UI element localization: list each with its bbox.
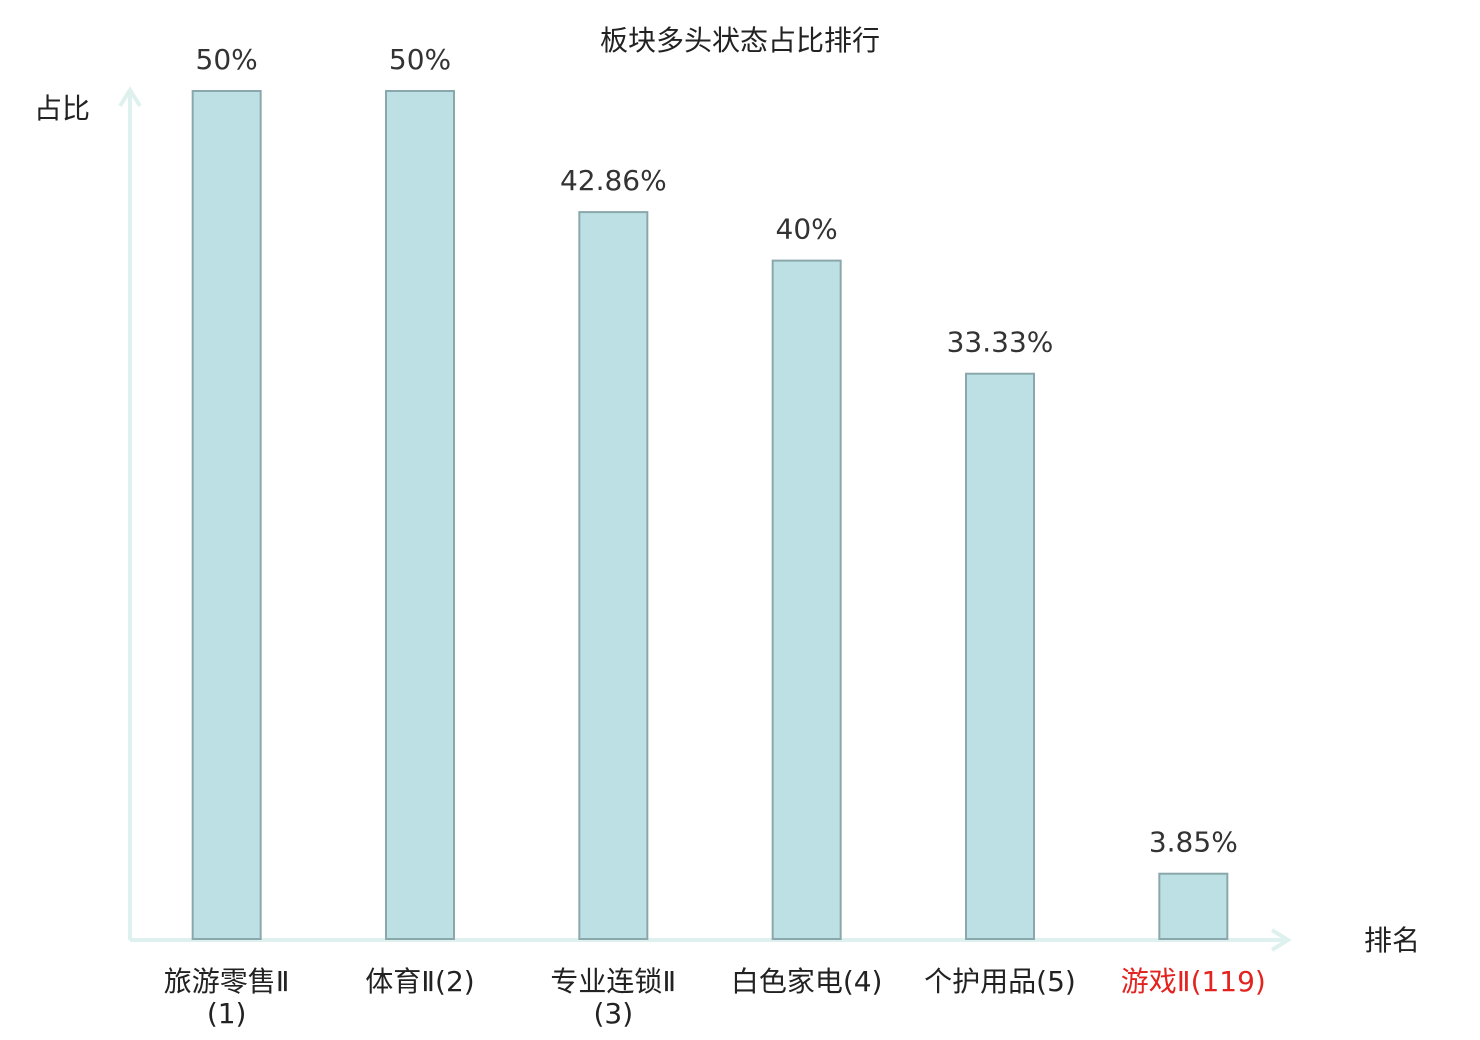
x-tick-label: 个护用品(5) bbox=[924, 965, 1076, 998]
x-tick-label: 白色家电(4) bbox=[730, 965, 883, 998]
y-arrow bbox=[118, 86, 142, 108]
value-label: 50% bbox=[196, 43, 258, 76]
bar bbox=[965, 372, 1035, 940]
bar bbox=[578, 211, 649, 940]
bar bbox=[1158, 872, 1229, 940]
value-label: 3.85% bbox=[1149, 826, 1238, 859]
x-arrow bbox=[1270, 928, 1292, 952]
x-tick-label: 专业连锁Ⅱ(3) bbox=[550, 965, 677, 1030]
bar bbox=[385, 90, 455, 940]
value-label: 42.86% bbox=[560, 164, 667, 197]
axes bbox=[118, 86, 1292, 952]
x-tick-label: 旅游零售Ⅱ(1) bbox=[163, 965, 290, 1030]
x-tick-label: 游戏Ⅱ(119) bbox=[1120, 965, 1266, 998]
chart-title: 板块多头状态占比排行 bbox=[600, 24, 880, 57]
x-axis-label: 排名 bbox=[1364, 924, 1420, 957]
x-tick-label: 体育Ⅱ(2) bbox=[365, 965, 475, 998]
value-label: 40% bbox=[776, 213, 838, 246]
value-label: 33.33% bbox=[947, 326, 1054, 359]
bar bbox=[771, 259, 842, 941]
y-axis-label: 占比 bbox=[34, 92, 90, 125]
bar bbox=[191, 90, 262, 940]
value-label: 50% bbox=[389, 43, 451, 76]
